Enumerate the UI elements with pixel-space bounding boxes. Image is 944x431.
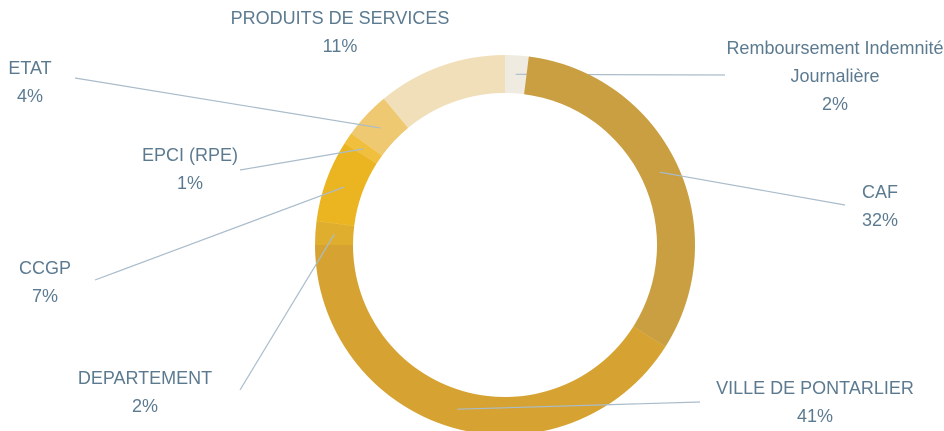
leader-line — [74, 77, 381, 129]
category-label: DEPARTEMENT — [77, 368, 213, 388]
donut-slice — [315, 221, 355, 245]
slice-label: PRODUITS DE SERVICES 11% — [231, 4, 450, 60]
leader-line — [659, 171, 846, 206]
donut-slice — [383, 54, 505, 128]
category-label: EPCI (RPE) — [141, 145, 239, 165]
value-label: 7% — [31, 286, 59, 306]
slice-label: CCGP 7% — [19, 254, 71, 310]
slice-label: CAF 32% — [862, 178, 898, 234]
value-label: 2% — [131, 396, 159, 416]
category-label: ETAT — [8, 58, 52, 78]
leader-line — [239, 233, 335, 391]
slice-label: VILLE DE PONTARLIER 41% — [716, 374, 914, 430]
category-label: CCGP — [18, 258, 72, 278]
category-label: PRODUITS DE SERVICES — [230, 8, 450, 28]
donut-slice — [315, 245, 666, 431]
donut-slice — [316, 143, 377, 226]
value-label: 32% — [861, 210, 899, 230]
category-label: CAF — [862, 182, 898, 202]
leader-line — [94, 186, 345, 281]
slice-label: EPCI (RPE) 1% — [142, 141, 238, 197]
value-label: 41% — [796, 406, 834, 426]
slice-label: DEPARTEMENT 2% — [78, 364, 212, 420]
leader-line — [457, 401, 701, 410]
category-label: VILLE DE PONTARLIER — [716, 378, 914, 398]
donut-slice — [524, 56, 696, 347]
value-label: 4% — [16, 86, 43, 106]
slice-label: Remboursement Indemnité Journalière 2% — [720, 34, 944, 118]
value-label: 2% — [821, 94, 848, 114]
value-label: 11% — [322, 36, 358, 56]
category-label: Remboursement Indemnité Journalière — [726, 38, 944, 86]
donut-slice — [351, 98, 409, 156]
leader-line — [239, 148, 364, 171]
value-label: 1% — [176, 173, 204, 193]
slice-label: ETAT 4% — [8, 54, 51, 110]
